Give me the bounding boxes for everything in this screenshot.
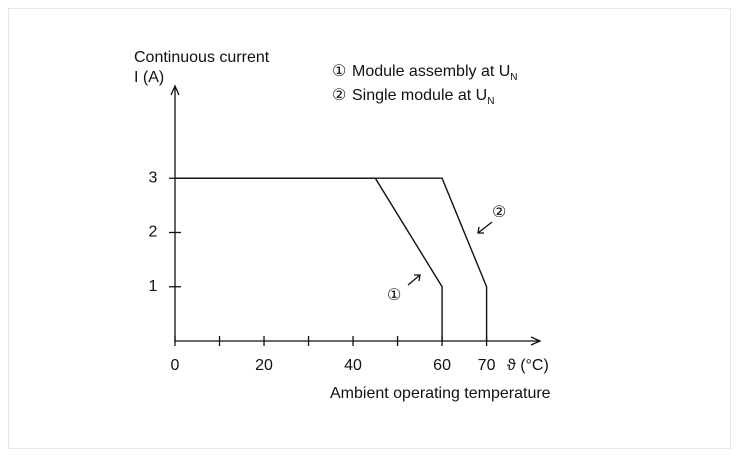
- y-tick-label: 1: [149, 278, 158, 295]
- y-axis-unit: I (A): [134, 69, 164, 86]
- callout-arrow: [407, 274, 421, 286]
- x-tick-label: 70: [478, 357, 496, 374]
- legend-subscript: N: [487, 96, 494, 107]
- legend-marker: ①: [332, 63, 346, 80]
- x-axis: [175, 336, 542, 346]
- line-marker: ①: [387, 287, 401, 304]
- x-tick-label: 60: [433, 357, 451, 374]
- legend-marker: ②: [332, 87, 346, 104]
- x-tick-label: 20: [255, 357, 273, 374]
- legend-name: Module assembly at U: [352, 63, 510, 80]
- legend-subscript: N: [510, 72, 517, 83]
- legend-label: Single module at UN: [352, 87, 494, 106]
- y-tick-label: 3: [149, 169, 158, 186]
- x-axis-unit: ϑ (°C): [507, 357, 549, 374]
- line-marker: ②: [492, 204, 506, 221]
- y-tick-label: 2: [149, 224, 158, 241]
- legend-name: Single module at U: [352, 87, 487, 104]
- callout-arrow: [477, 221, 493, 234]
- series-line: [175, 177, 488, 341]
- x-tick-label: 40: [344, 357, 362, 374]
- y-axis: [170, 84, 180, 341]
- frame: [8, 8, 731, 449]
- x-tick-label: 0: [171, 357, 180, 374]
- y-axis-label: Continuous current: [134, 49, 270, 66]
- x-axis-label: Ambient operating temperature: [330, 385, 551, 402]
- legend-label: Module assembly at UN: [352, 63, 518, 82]
